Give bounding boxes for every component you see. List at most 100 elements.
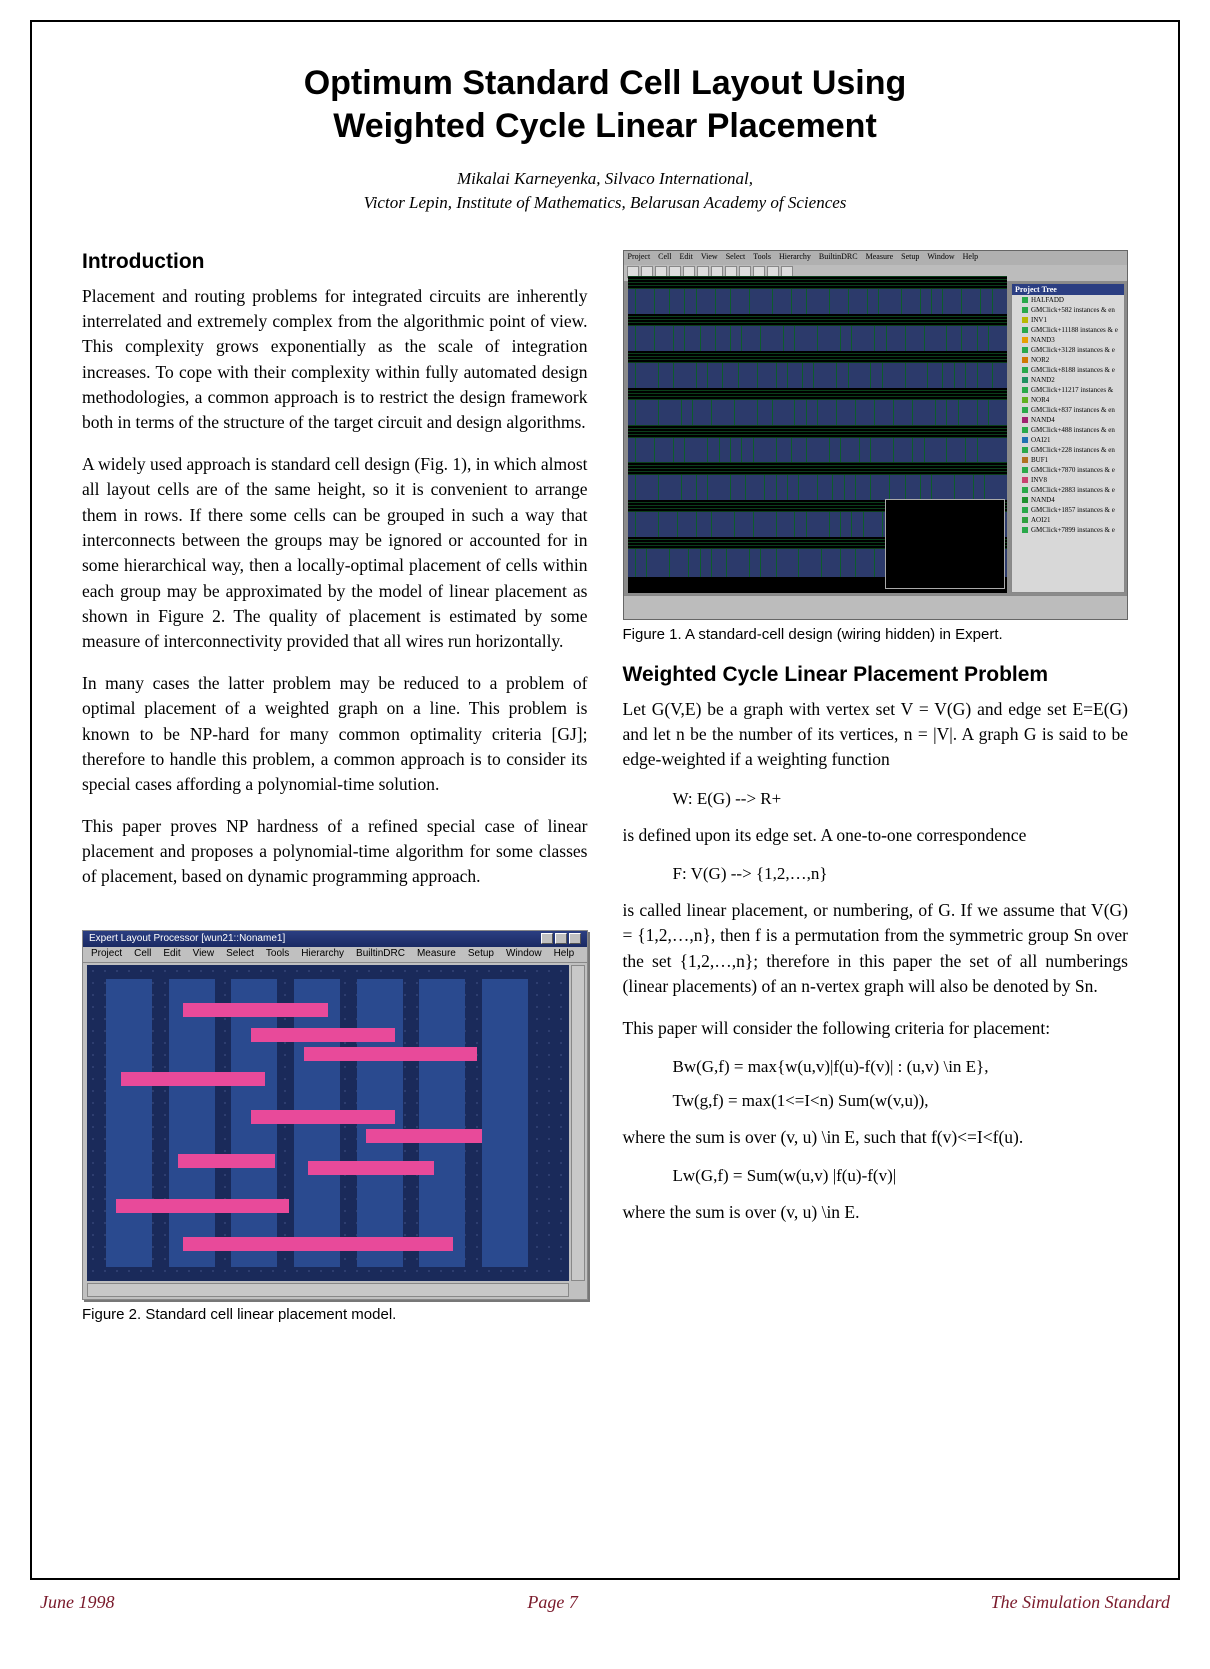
tree-color-swatch xyxy=(1022,347,1028,353)
menu-item[interactable]: Tools xyxy=(266,948,289,961)
menu-item[interactable]: Setup xyxy=(901,252,919,264)
tree-color-swatch xyxy=(1022,307,1028,313)
menu-item[interactable]: Window xyxy=(506,948,542,961)
figure-1-statusbar xyxy=(624,595,1128,619)
tree-color-swatch xyxy=(1022,527,1028,533)
scrollbar-vertical[interactable] xyxy=(571,965,585,1281)
right-column: Project Cell Edit View Select Tools Hierarchy B… xyxy=(623,250,1129,1343)
menu-item[interactable]: Select xyxy=(226,948,254,961)
tree-item[interactable]: HALFADD xyxy=(1012,295,1124,305)
routing-channel xyxy=(628,276,1008,288)
cell-row xyxy=(628,438,1008,466)
tree-item[interactable]: GMClick+1857 instances & e xyxy=(1012,505,1124,515)
tree-item[interactable]: NOR2 xyxy=(1012,355,1124,365)
page-frame: Optimum Standard Cell Layout Using Weigh… xyxy=(30,20,1180,1580)
cell-row xyxy=(628,326,1008,354)
tree-color-swatch xyxy=(1022,387,1028,393)
menu-item[interactable]: Edit xyxy=(680,252,693,264)
tree-color-swatch xyxy=(1022,377,1028,383)
menu-item[interactable]: Setup xyxy=(468,948,494,961)
figure-2-window: Expert Layout Processor [wun21::Noname1]… xyxy=(82,930,588,1300)
routing-channel xyxy=(628,425,1008,437)
tree-color-swatch xyxy=(1022,497,1028,503)
figure-2-canvas xyxy=(87,965,569,1281)
tree-item[interactable]: OAI21 xyxy=(1012,435,1124,445)
tree-item[interactable]: INV8 xyxy=(1012,475,1124,485)
tree-item[interactable]: GMClick+11217 instances & xyxy=(1012,385,1124,395)
menu-item[interactable]: Hierarchy xyxy=(779,252,811,264)
scrollbar-horizontal[interactable] xyxy=(87,1283,569,1297)
tree-item[interactable]: GMClick+837 instances & en xyxy=(1012,405,1124,415)
menu-item[interactable]: Window xyxy=(927,252,954,264)
tree-item[interactable]: GMClick+228 instances & en xyxy=(1012,445,1124,455)
tree-item[interactable]: GMClick+7899 instances & e xyxy=(1012,525,1124,535)
formula-tw: Tw(g,f) = max(1<=I<n) Sum(w(v,u)), xyxy=(673,1091,1129,1111)
menu-item[interactable]: Measure xyxy=(866,252,894,264)
menu-item[interactable]: Edit xyxy=(163,948,180,961)
tree-item[interactable]: NAND4 xyxy=(1012,415,1124,425)
menu-item[interactable]: Project xyxy=(91,948,122,961)
standard-cell-bar xyxy=(419,979,465,1267)
menu-item[interactable]: BuiltinDRC xyxy=(356,948,405,961)
tree-item-label: NOR2 xyxy=(1031,356,1049,364)
wire xyxy=(366,1129,482,1143)
cell-row xyxy=(628,400,1008,428)
tree-item[interactable]: GMClick+488 instances & en xyxy=(1012,425,1124,435)
menu-item[interactable]: Measure xyxy=(417,948,456,961)
wclp-paragraph-1: Let G(V,E) be a graph with vertex set V … xyxy=(623,697,1129,773)
tree-item-label: HALFADD xyxy=(1031,296,1064,304)
tree-color-swatch xyxy=(1022,437,1028,443)
tree-item-label: GMClick+7899 instances & e xyxy=(1031,526,1115,534)
tree-item-label: GMClick+2883 instances & e xyxy=(1031,486,1115,494)
figure-1-sidebar: Project Tree HALFADDGMClick+582 instance… xyxy=(1011,283,1125,593)
wclp-paragraph-4: This paper will consider the following c… xyxy=(623,1016,1129,1041)
tree-color-swatch xyxy=(1022,447,1028,453)
tree-item[interactable]: NAND2 xyxy=(1012,375,1124,385)
formula-lw: Lw(G,f) = Sum(w(u,v) |f(u)-f(v)| xyxy=(673,1166,1129,1186)
tree-item[interactable]: GMClick+2883 instances & e xyxy=(1012,485,1124,495)
standard-cell-bar xyxy=(482,979,528,1267)
menu-item[interactable]: View xyxy=(701,252,718,264)
tree-color-swatch xyxy=(1022,517,1028,523)
menu-item[interactable]: Cell xyxy=(658,252,671,264)
intro-paragraph-2: A widely used approach is standard cell … xyxy=(82,452,588,655)
tree-color-swatch xyxy=(1022,417,1028,423)
menu-item[interactable]: Project xyxy=(628,252,651,264)
tree-item-label: NAND4 xyxy=(1031,416,1055,424)
tree-item[interactable]: NOR4 xyxy=(1012,395,1124,405)
tree-item[interactable]: GMClick+8188 instances & e xyxy=(1012,365,1124,375)
tree-item-label: GMClick+488 instances & en xyxy=(1031,426,1115,434)
tree-item[interactable]: GMClick+7870 instances & e xyxy=(1012,465,1124,475)
tree-item[interactable]: GMClick+582 instances & en xyxy=(1012,305,1124,315)
menu-item[interactable]: BuiltinDRC xyxy=(819,252,858,264)
menu-item[interactable]: Cell xyxy=(134,948,151,961)
tree-item[interactable]: GMClick+11188 instances & e xyxy=(1012,325,1124,335)
tree-color-swatch xyxy=(1022,427,1028,433)
tree-item-label: AOI21 xyxy=(1031,516,1050,524)
menu-item[interactable]: Hierarchy xyxy=(301,948,344,961)
tree-item[interactable]: NAND3 xyxy=(1012,335,1124,345)
page-footer: June 1998 Page 7 The Simulation Standard xyxy=(30,1592,1180,1633)
cell-row xyxy=(628,363,1008,391)
tree-item[interactable]: BUF1 xyxy=(1012,455,1124,465)
tree-color-swatch xyxy=(1022,337,1028,343)
tree-item[interactable]: INV1 xyxy=(1012,315,1124,325)
menu-item[interactable]: Help xyxy=(963,252,979,264)
page-title: Optimum Standard Cell Layout Using Weigh… xyxy=(82,62,1128,147)
title-line-1: Optimum Standard Cell Layout Using xyxy=(304,64,907,102)
tree-item-label: GMClick+8188 instances & e xyxy=(1031,366,1115,374)
menu-item[interactable]: View xyxy=(193,948,215,961)
formula-w: W: E(G) --> R+ xyxy=(673,789,1129,809)
tree-item[interactable]: NAND4 xyxy=(1012,495,1124,505)
menu-item[interactable]: Tools xyxy=(753,252,771,264)
wire xyxy=(251,1110,395,1124)
routing-channel xyxy=(628,314,1008,326)
menu-item[interactable]: Select xyxy=(726,252,746,264)
tree-item[interactable]: AOI21 xyxy=(1012,515,1124,525)
wclp-heading: Weighted Cycle Linear Placement Problem xyxy=(623,663,1129,687)
menu-item[interactable]: Help xyxy=(554,948,575,961)
cell-row xyxy=(628,289,1008,317)
tree-item[interactable]: GMClick+3128 instances & e xyxy=(1012,345,1124,355)
standard-cell-bar xyxy=(106,979,152,1267)
tree-item-label: NOR4 xyxy=(1031,396,1049,404)
